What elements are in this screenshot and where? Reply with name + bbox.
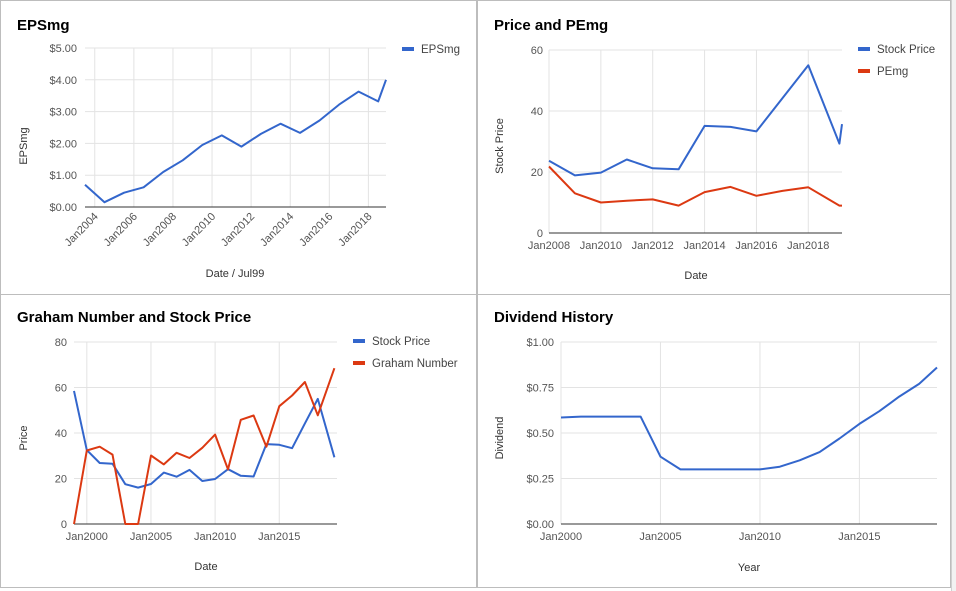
x-tick-label: Jan2005 xyxy=(639,531,681,543)
x-tick-label: Jan2015 xyxy=(258,531,300,543)
price-pe-chart: Price and PEmg 0 20 40 60 Jan2008 Jan2010 Jan20… xyxy=(494,17,935,282)
x-tick-label: Jan2018 xyxy=(787,240,829,252)
legend-swatch xyxy=(353,361,365,365)
eps-chart-panel: EPSmg $0.00 $1.00 $2.00 $3.00 $4.00 $5.00 Jan20… xyxy=(0,0,477,295)
legend-label: Graham Number xyxy=(372,358,458,370)
x-tick-label: Jan2006 xyxy=(102,211,140,249)
legend-label: EPSmg xyxy=(421,44,460,56)
x-tick-label: Jan2010 xyxy=(194,531,236,543)
y-tick-label: 20 xyxy=(55,474,67,486)
y-tick-label: $1.00 xyxy=(526,337,554,349)
legend-swatch xyxy=(402,47,414,51)
dividend-history-chart: Dividend History $0.00 $0.25 $0.50 $0.75 $1.0… xyxy=(494,309,938,574)
graham-price-chart: Graham Number and Stock Price 0 20 40 60 80 Ja… xyxy=(17,309,458,573)
y-tick-label: $0.50 xyxy=(526,428,554,440)
y-axis-label: EPSmg xyxy=(18,127,30,164)
legend-label: Stock Price xyxy=(877,44,935,56)
x-tick-label: Jan2010 xyxy=(180,211,218,249)
x-tick-label: Jan2014 xyxy=(258,211,296,249)
x-axis-label: Date / Jul99 xyxy=(206,268,265,280)
series-line-epsmg xyxy=(84,79,387,204)
y-tick-label: $0.25 xyxy=(526,474,554,486)
y-axis-label: Dividend xyxy=(494,417,506,460)
x-tick-label: Jan2004 xyxy=(63,211,101,249)
x-tick-label: Jan2016 xyxy=(735,240,777,252)
legend-swatch xyxy=(858,69,870,73)
series-line-graham-number xyxy=(73,367,336,525)
y-tick-label: $4.00 xyxy=(49,75,77,87)
x-tick-label: Jan2018 xyxy=(336,211,374,249)
y-tick-label: 40 xyxy=(531,106,543,118)
y-tick-label: $0.00 xyxy=(526,519,554,531)
x-tick-label: Jan2012 xyxy=(219,211,257,249)
y-tick-label: 0 xyxy=(537,228,543,240)
eps-chart: EPSmg $0.00 $1.00 $2.00 $3.00 $4.00 $5.00 Jan20… xyxy=(17,17,460,280)
x-tick-label: Jan2016 xyxy=(297,211,335,249)
x-tick-label: Jan2010 xyxy=(580,240,622,252)
series-line-stock-price xyxy=(73,390,336,489)
y-tick-label: 20 xyxy=(531,167,543,179)
series-line-stock-price xyxy=(548,64,843,177)
y-tick-label: $1.00 xyxy=(49,170,77,182)
legend-label: Stock Price xyxy=(372,336,430,348)
series-line-dividend xyxy=(560,366,938,471)
y-tick-label: $2.00 xyxy=(49,138,77,150)
x-tick-label: Jan2008 xyxy=(528,240,570,252)
dividend-chart-panel: Dividend History $0.00 $0.25 $0.50 $0.75 $1.0… xyxy=(477,294,951,588)
price-pe-chart-panel: Price and PEmg 0 20 40 60 Jan2008 Jan2010 Jan20… xyxy=(477,0,951,295)
x-tick-label: Jan2010 xyxy=(739,531,781,543)
x-tick-label: Jan2015 xyxy=(838,531,880,543)
x-tick-label: Jan2014 xyxy=(683,240,725,252)
x-tick-label: Jan2008 xyxy=(141,211,179,249)
x-tick-label: Jan2000 xyxy=(540,531,582,543)
x-axis-label: Date xyxy=(684,270,707,282)
window-edge xyxy=(951,0,956,591)
y-tick-label: $0.75 xyxy=(526,383,554,395)
y-tick-label: 60 xyxy=(55,383,67,395)
x-axis-label: Date xyxy=(194,561,217,573)
legend-swatch xyxy=(353,339,365,343)
chart-title: Graham Number and Stock Price xyxy=(17,309,251,326)
y-tick-label: $3.00 xyxy=(49,107,77,119)
chart-title: EPSmg xyxy=(17,17,70,34)
chart-title: Price and PEmg xyxy=(494,17,608,34)
y-tick-label: 60 xyxy=(531,45,543,57)
series-line-pemg xyxy=(548,165,842,207)
y-tick-label: $5.00 xyxy=(49,43,77,55)
x-tick-label: Jan2005 xyxy=(130,531,172,543)
y-tick-label: $0.00 xyxy=(49,202,77,214)
x-tick-label: Jan2000 xyxy=(66,531,108,543)
y-tick-label: 0 xyxy=(61,519,67,531)
chart-title: Dividend History xyxy=(494,309,614,326)
graham-chart-panel: Graham Number and Stock Price 0 20 40 60 80 Ja… xyxy=(0,294,477,588)
legend-swatch xyxy=(858,47,870,51)
y-axis-label: Price xyxy=(18,425,30,450)
x-axis-label: Year xyxy=(738,562,761,574)
y-tick-label: 80 xyxy=(55,337,67,349)
x-tick-label: Jan2012 xyxy=(632,240,674,252)
y-axis-label: Stock Price xyxy=(494,118,506,174)
y-tick-label: 40 xyxy=(55,428,67,440)
legend-label: PEmg xyxy=(877,66,908,78)
